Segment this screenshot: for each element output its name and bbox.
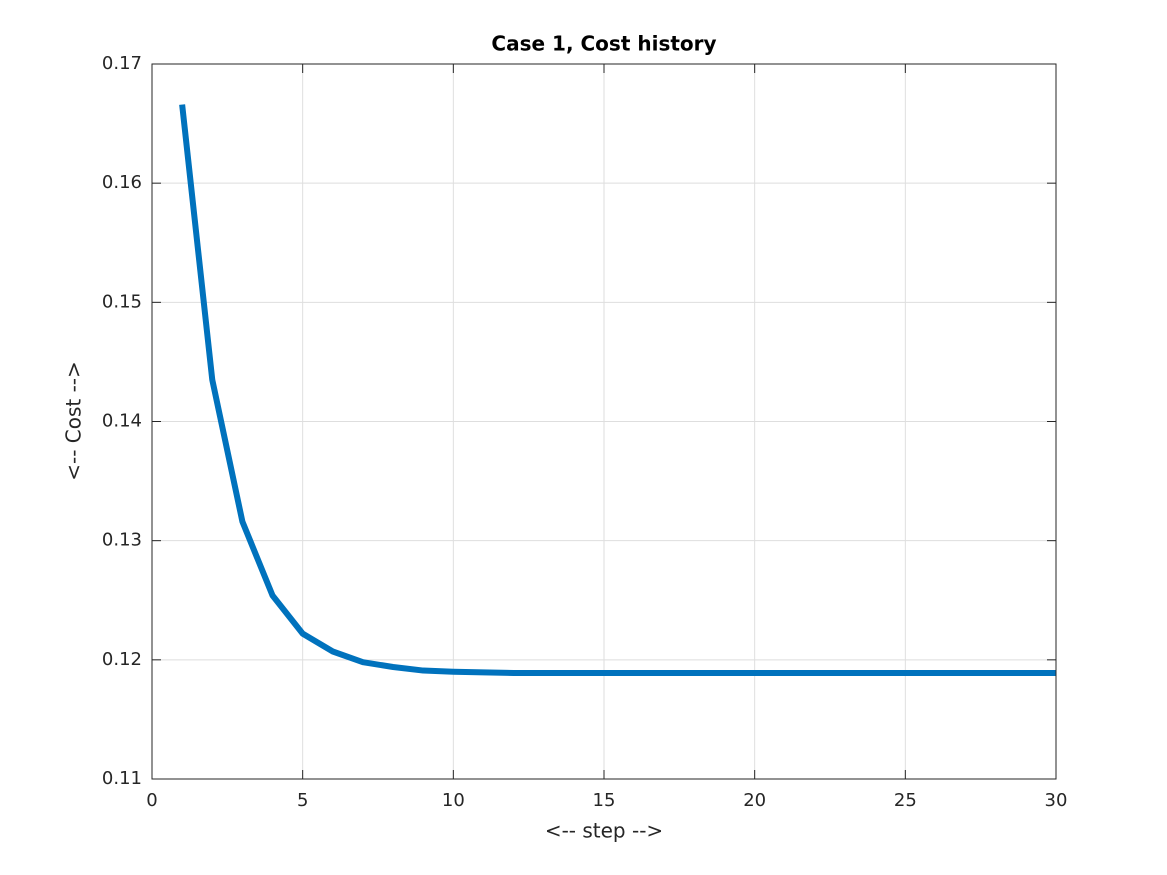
x-tick-label: 20: [743, 790, 766, 811]
x-tick-label: 15: [593, 790, 616, 811]
y-tick-label: 0.15: [102, 291, 142, 312]
x-axis-label: <-- step -->: [545, 819, 663, 843]
y-tick-label: 0.12: [102, 649, 142, 670]
y-tick-label: 0.14: [102, 411, 142, 432]
chart-title: Case 1, Cost history: [491, 32, 716, 56]
marks: [179, 104, 1056, 676]
x-tick-label: 10: [442, 790, 465, 811]
y-tick-label: 0.13: [102, 530, 142, 551]
x-tick-label: 30: [1045, 790, 1068, 811]
y-tick-label: 0.11: [102, 768, 142, 789]
y-tick-label: 0.17: [102, 53, 142, 74]
x-tick-label: 5: [297, 790, 308, 811]
data-line: [179, 104, 1056, 676]
x-tick-label: 0: [146, 790, 157, 811]
x-tick-label: 25: [894, 790, 917, 811]
y-tick-label: 0.16: [102, 172, 142, 193]
y-axis-label: <-- Cost -->: [62, 361, 86, 481]
ticks: [151, 63, 1057, 780]
